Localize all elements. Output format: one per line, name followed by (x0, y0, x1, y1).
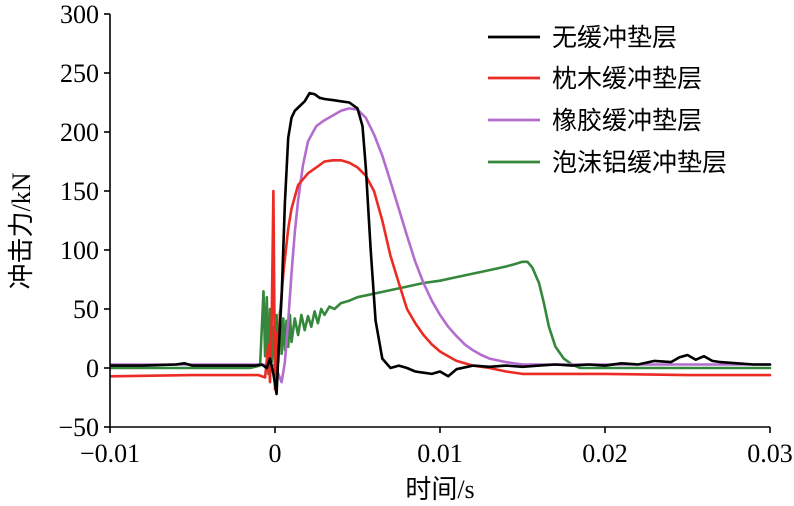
y-tick-label: 300 (60, 0, 99, 29)
legend-item-foam-aluminum-cushion: 泡沫铝缓冲垫层 (488, 149, 727, 177)
legend-label: 泡沫铝缓冲垫层 (552, 149, 727, 177)
x-tick-label: 0.01 (417, 439, 463, 468)
series-line-rubber-cushion (110, 107, 772, 384)
legend-item-no-cushion: 无缓冲垫层 (488, 24, 677, 52)
x-tick-label: 0.03 (747, 439, 793, 468)
series-line-no-cushion (110, 91, 772, 396)
series-line-foam-aluminum-cushion (110, 260, 772, 376)
legend: 无缓冲垫层 枕木缓冲垫层 橡胶缓冲垫层 泡沫铝缓冲垫层 (488, 24, 727, 177)
y-tick-label: −50 (58, 413, 99, 442)
x-tick-label: −0.01 (80, 439, 140, 468)
x-tick-label: 0.02 (582, 439, 628, 468)
legend-item-sleeper-cushion: 枕木缓冲垫层 (488, 65, 702, 93)
y-tick-label: 200 (60, 118, 99, 147)
plot-area (110, 91, 772, 396)
y-tick-label: 0 (86, 354, 99, 383)
x-axis-title: 时间/s (405, 475, 474, 504)
y-tick-label: 100 (60, 236, 99, 265)
legend-label: 枕木缓冲垫层 (552, 65, 702, 93)
x-axis-ticks: −0.01 0 0.01 0.02 0.03 (80, 427, 793, 468)
legend-item-rubber-cushion: 橡胶缓冲垫层 (488, 107, 702, 135)
legend-label: 橡胶缓冲垫层 (552, 107, 702, 135)
series-line-sleeper-cushion (110, 159, 772, 391)
legend-label: 无缓冲垫层 (552, 24, 677, 52)
y-tick-label: 150 (60, 177, 99, 206)
y-axis-title: 冲击力/kN (7, 172, 36, 289)
x-tick-label: 0 (269, 439, 282, 468)
y-axis-ticks: −50 0 50 100 150 200 250 300 (58, 0, 110, 442)
y-tick-label: 50 (73, 295, 99, 324)
y-tick-label: 250 (60, 59, 99, 88)
